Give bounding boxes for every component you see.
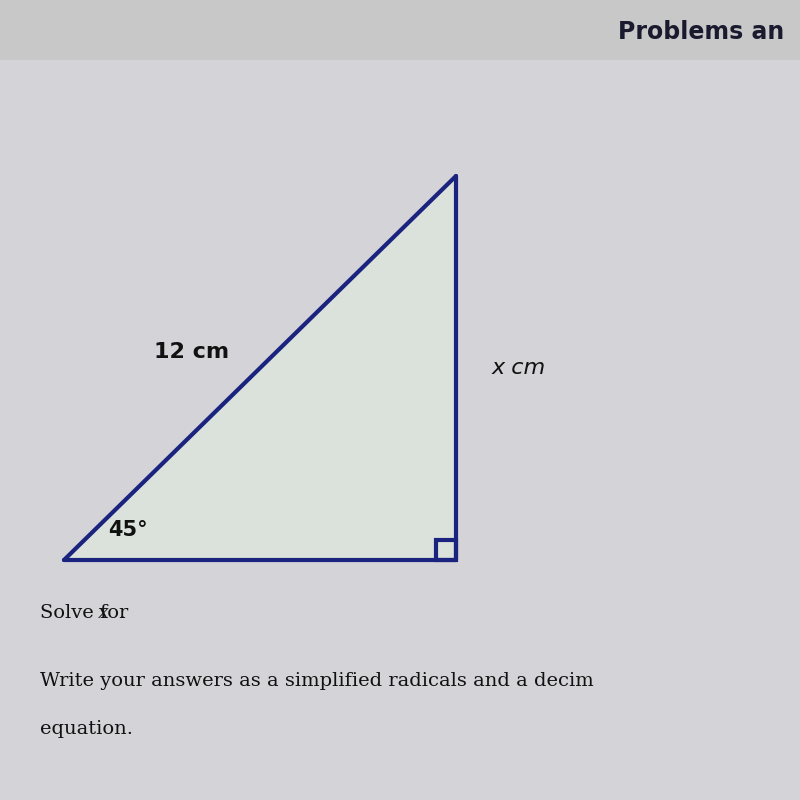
Text: 45°: 45° [108,520,148,540]
Text: x cm: x cm [492,358,546,378]
Text: Write your answers as a simplified radicals and a decim: Write your answers as a simplified radic… [40,672,594,690]
Text: x: x [98,604,110,622]
Text: Solve for: Solve for [40,604,134,622]
FancyBboxPatch shape [0,0,800,60]
Text: Problems an: Problems an [618,20,784,44]
Text: 12 cm: 12 cm [154,342,230,362]
Text: .: . [113,604,126,622]
Polygon shape [64,176,456,560]
Text: equation.: equation. [40,720,133,738]
